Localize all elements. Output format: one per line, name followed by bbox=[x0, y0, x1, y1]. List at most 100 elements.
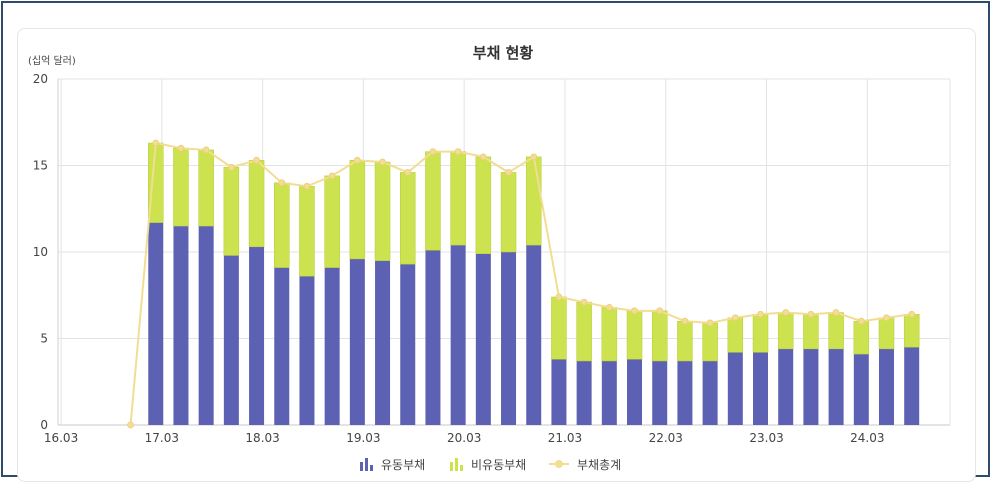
legend-item-current[interactable]: 유동부채 bbox=[360, 458, 425, 472]
bar-current bbox=[828, 348, 844, 425]
bar-current bbox=[627, 359, 643, 425]
bar-current bbox=[475, 253, 491, 425]
bar-current bbox=[652, 360, 668, 425]
total-line-point bbox=[631, 307, 638, 315]
bar-current bbox=[727, 352, 743, 425]
bar-noncurrent bbox=[374, 161, 391, 261]
x-axis-ticks: 16.03 17.03 18.03 19.03 20.03 21.03 22.03 23.03… bbox=[44, 431, 885, 445]
bar-noncurrent bbox=[274, 182, 290, 268]
x-tick-label: 16.03 bbox=[44, 431, 78, 445]
legend-item-noncurrent[interactable]: 비유동부채 bbox=[450, 458, 526, 472]
bar-noncurrent bbox=[425, 151, 441, 251]
y-tick-label: 10 bbox=[33, 245, 48, 259]
total-line-point bbox=[656, 307, 664, 315]
bar-current bbox=[778, 348, 794, 425]
y-tick-label: 20 bbox=[33, 72, 48, 86]
bar-noncurrent bbox=[450, 151, 466, 246]
legend: 유동부채 비유동부채 부채총계 bbox=[360, 458, 621, 472]
total-line-point bbox=[454, 148, 462, 156]
bar-current bbox=[400, 264, 416, 425]
total-line-point bbox=[505, 169, 512, 176]
bar-current bbox=[349, 258, 365, 425]
bar-current bbox=[375, 260, 391, 425]
bar-noncurrent bbox=[828, 312, 844, 350]
bar-current bbox=[576, 360, 592, 425]
total-line-point bbox=[706, 319, 714, 327]
bar-current bbox=[148, 222, 164, 425]
bar-noncurrent bbox=[601, 307, 618, 362]
legend-item-total[interactable]: 부채총계 bbox=[549, 458, 621, 472]
bar-current bbox=[223, 255, 239, 425]
legend-swatch-current-3 bbox=[370, 465, 373, 471]
bar-current bbox=[853, 354, 869, 425]
legend-swatch-noncurrent-2 bbox=[455, 458, 458, 471]
bar-noncurrent bbox=[777, 312, 794, 350]
bar-current bbox=[173, 226, 189, 425]
x-tick-label: 18.03 bbox=[245, 431, 279, 445]
bar-noncurrent bbox=[878, 317, 895, 350]
bar-current bbox=[702, 360, 718, 425]
total-line-path bbox=[129, 141, 912, 426]
x-tick-label: 22.03 bbox=[649, 431, 683, 445]
legend-swatch-current-2 bbox=[365, 458, 368, 471]
bar-noncurrent bbox=[525, 156, 542, 246]
bar-current bbox=[198, 226, 214, 425]
total-line-point bbox=[404, 169, 412, 176]
bar-current bbox=[526, 245, 542, 425]
total-line-point bbox=[555, 293, 563, 301]
bar-noncurrent bbox=[853, 320, 870, 355]
bar-current bbox=[551, 359, 567, 425]
bar-current bbox=[425, 250, 441, 425]
bar-noncurrent bbox=[299, 186, 315, 277]
bar-current bbox=[904, 347, 920, 425]
total-line-point bbox=[278, 179, 286, 187]
bar-noncurrent bbox=[752, 314, 769, 353]
bar-current bbox=[879, 348, 895, 425]
legend-label-current: 유동부채 bbox=[381, 458, 425, 472]
bar-current bbox=[601, 360, 617, 425]
y-tick-label: 15 bbox=[33, 159, 48, 173]
y-tick-label: 5 bbox=[40, 332, 48, 346]
y-axis-ticks: 0 5 10 15 20 bbox=[33, 72, 48, 432]
x-tick-label: 23.03 bbox=[749, 431, 783, 445]
total-line-point bbox=[681, 317, 689, 325]
total-line-point bbox=[429, 148, 437, 156]
total-line-point bbox=[379, 158, 386, 166]
bar-current bbox=[450, 245, 466, 425]
total-line bbox=[127, 139, 916, 429]
x-tick-label: 21.03 bbox=[548, 431, 582, 445]
stacked-bars bbox=[148, 142, 920, 425]
total-line-point bbox=[177, 144, 185, 152]
x-tick-label: 20.03 bbox=[447, 431, 481, 445]
total-line-point bbox=[832, 309, 840, 316]
bar-noncurrent bbox=[223, 166, 240, 256]
total-line-point bbox=[605, 303, 613, 311]
bar-noncurrent bbox=[324, 175, 340, 268]
bar-current bbox=[803, 348, 819, 425]
bar-current bbox=[249, 246, 265, 425]
bar-noncurrent bbox=[399, 172, 416, 265]
legend-swatch-current-1 bbox=[360, 462, 363, 471]
bar-noncurrent bbox=[626, 310, 643, 360]
legend-swatch-noncurrent-3 bbox=[460, 465, 463, 471]
bar-current bbox=[299, 276, 315, 425]
bar-noncurrent bbox=[727, 317, 744, 353]
y-axis-unit-label: (십억 달러) bbox=[28, 55, 76, 67]
legend-swatch-total-dot bbox=[555, 460, 563, 468]
y-tick-label: 0 bbox=[40, 418, 48, 432]
total-line-point bbox=[731, 314, 739, 322]
bar-noncurrent bbox=[500, 172, 517, 253]
bar-noncurrent bbox=[198, 149, 214, 227]
bar-noncurrent bbox=[475, 156, 492, 254]
total-line-point bbox=[202, 146, 210, 154]
bar-noncurrent bbox=[903, 314, 920, 348]
x-tick-label: 24.03 bbox=[850, 431, 884, 445]
bar-current bbox=[753, 352, 769, 425]
chart-title: 부채 현황 bbox=[473, 44, 534, 62]
total-line-point bbox=[580, 298, 588, 306]
legend-label-total: 부채총계 bbox=[577, 458, 621, 472]
total-line-point bbox=[328, 172, 336, 180]
total-line-point bbox=[782, 309, 790, 316]
bar-current bbox=[274, 267, 290, 425]
